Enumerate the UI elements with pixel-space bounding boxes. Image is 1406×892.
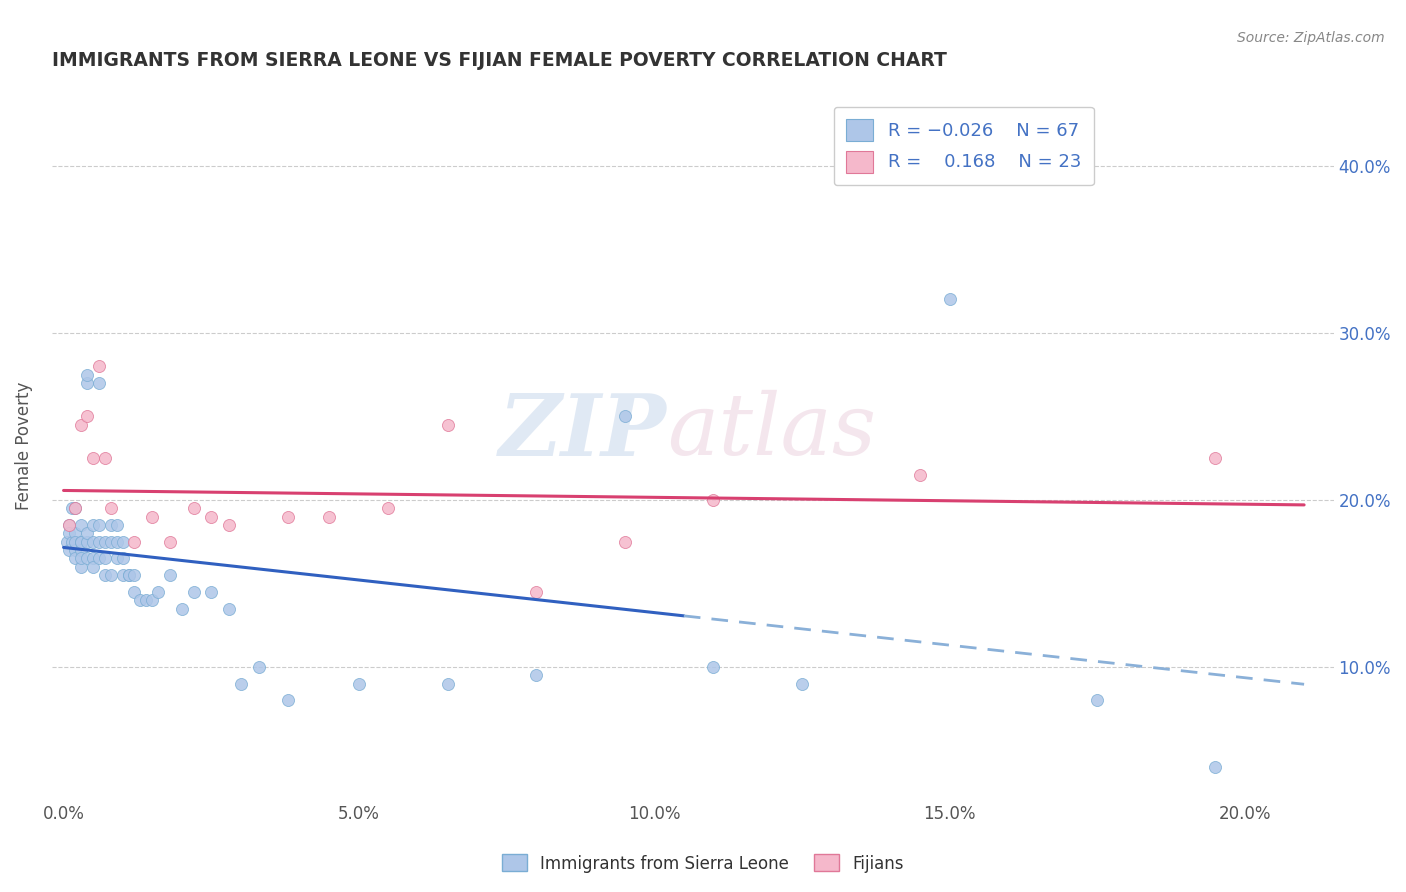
Point [87,551,110,566]
Point [111,534,134,549]
Point [159,568,181,582]
Point [70,559,93,574]
Point [702,492,724,507]
Point [377,501,399,516]
Point [436,676,458,690]
Point [100,518,122,533]
Point [200,509,222,524]
Point [613,409,636,424]
Point [76,534,98,549]
Legend: R = −0.026    N = 67, R =    0.168    N = 23: R = −0.026 N = 67, R = 0.168 N = 23 [834,107,1094,186]
Text: ZIP: ZIP [499,390,666,473]
Point [70,518,93,533]
Point [58,518,80,533]
Point [82,534,104,549]
Point [129,593,152,607]
Point [1085,693,1108,707]
Text: Source: ZipAtlas.com: Source: ZipAtlas.com [1237,31,1385,45]
Point [141,509,163,524]
Point [702,660,724,674]
Point [146,584,169,599]
Point [70,534,93,549]
Point [76,409,98,424]
Point [141,593,163,607]
Point [105,551,128,566]
Point [100,534,122,549]
Point [58,526,80,541]
Point [76,376,98,390]
Point [87,534,110,549]
Point [82,551,104,566]
Point [76,551,98,566]
Point [70,534,93,549]
Point [105,534,128,549]
Point [65,551,87,566]
Point [87,359,110,374]
Point [436,417,458,432]
Point [124,584,146,599]
Point [247,660,270,674]
Point [170,601,193,615]
Point [135,593,157,607]
Point [82,518,104,533]
Point [347,676,370,690]
Point [183,501,205,516]
Text: atlas: atlas [666,390,876,473]
Point [908,467,931,482]
Point [159,534,181,549]
Point [65,501,87,516]
Text: IMMIGRANTS FROM SIERRA LEONE VS FIJIAN FEMALE POVERTY CORRELATION CHART: IMMIGRANTS FROM SIERRA LEONE VS FIJIAN F… [52,51,946,70]
Point [613,534,636,549]
Point [87,518,110,533]
Point [65,534,87,549]
Point [82,451,104,466]
Point [100,501,122,516]
Point [58,543,80,558]
Point [229,676,252,690]
Point [524,584,547,599]
Point [65,526,87,541]
Point [183,584,205,599]
Point [55,534,77,549]
Point [218,601,240,615]
Point [65,543,87,558]
Point [70,551,93,566]
Point [200,584,222,599]
Point [124,534,146,549]
Point [58,518,80,533]
Point [82,559,104,574]
Point [76,526,98,541]
Point [790,676,813,690]
Point [124,568,146,582]
Point [105,518,128,533]
Point [100,568,122,582]
Point [111,568,134,582]
Point [87,376,110,390]
Point [76,368,98,382]
Point [1205,451,1227,466]
Point [94,451,117,466]
Y-axis label: Female Poverty: Female Poverty [15,382,32,510]
Point [62,534,84,549]
Point [524,668,547,682]
Legend: Immigrants from Sierra Leone, Fijians: Immigrants from Sierra Leone, Fijians [495,847,911,880]
Point [938,293,960,307]
Point [70,417,93,432]
Point [65,501,87,516]
Point [111,551,134,566]
Point [318,509,340,524]
Point [117,568,139,582]
Point [117,568,139,582]
Point [1205,760,1227,774]
Point [62,501,84,516]
Point [218,518,240,533]
Point [94,568,117,582]
Point [94,551,117,566]
Point [277,693,299,707]
Point [94,534,117,549]
Point [277,509,299,524]
Point [70,543,93,558]
